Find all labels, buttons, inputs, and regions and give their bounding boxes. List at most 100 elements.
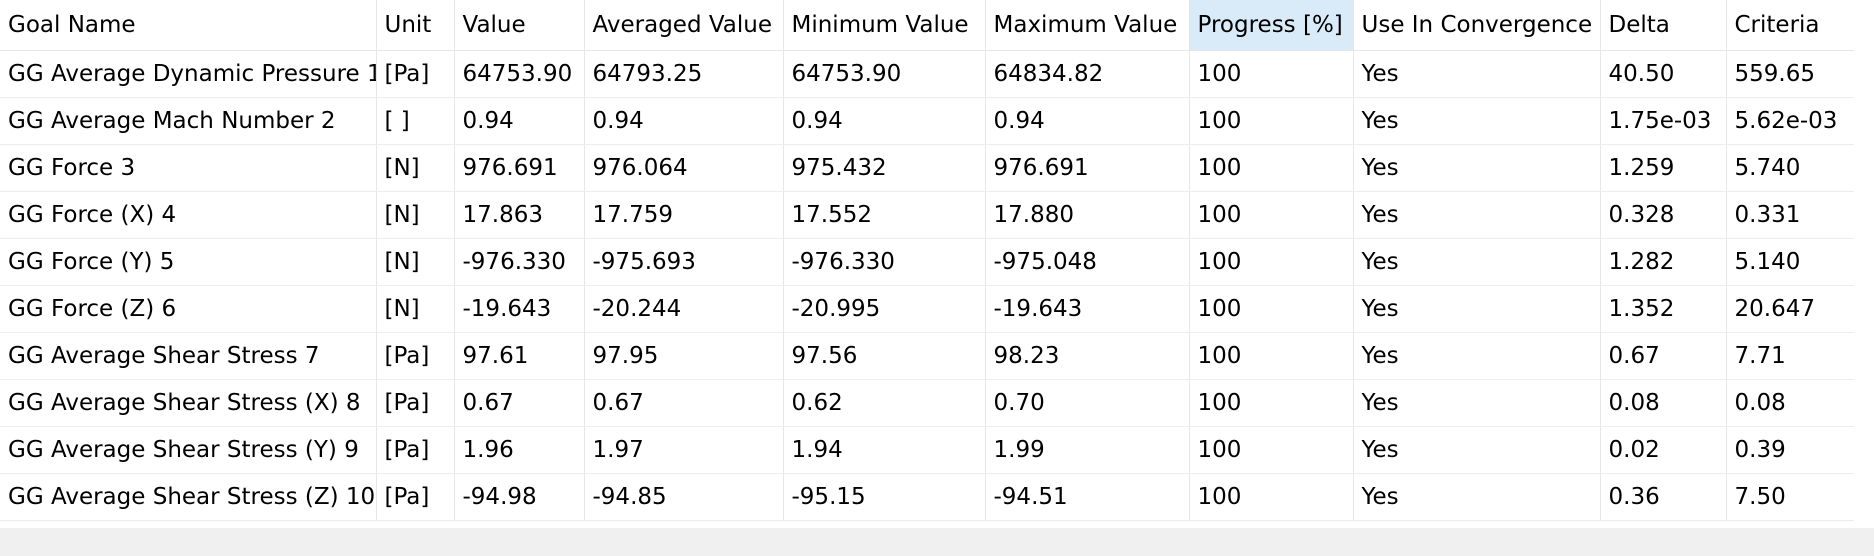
cell-value: -976.330 — [454, 238, 585, 286]
cell-minimum-value: 17.552 — [783, 191, 986, 239]
bottom-empty-area — [0, 528, 1874, 556]
table-row[interactable]: GG Average Shear Stress (Z) 10 [Pa] -94.98… — [0, 473, 1855, 521]
cell-value: -19.643 — [454, 285, 585, 333]
cell-unit: [Pa] — [376, 379, 455, 427]
cell-averaged-value: -20.244 — [584, 285, 784, 333]
cell-maximum-value: 64834.82 — [985, 50, 1190, 98]
cell-delta: 0.08 — [1600, 379, 1727, 427]
cell-use-in-convergence: Yes — [1353, 144, 1601, 192]
cell-delta: 40.50 — [1600, 50, 1727, 98]
cell-use-in-convergence: Yes — [1353, 473, 1601, 521]
cell-maximum-value: 17.880 — [985, 191, 1190, 239]
cell-unit: [ ] — [376, 97, 455, 145]
cell-value: 64753.90 — [454, 50, 585, 98]
cell-value: 17.863 — [454, 191, 585, 239]
cell-averaged-value: 1.97 — [584, 426, 784, 474]
cell-unit: [Pa] — [376, 426, 455, 474]
column-header-delta[interactable]: Delta — [1600, 0, 1727, 51]
cell-progress: 100 — [1189, 191, 1354, 239]
cell-use-in-convergence: Yes — [1353, 332, 1601, 380]
table-row[interactable]: GG Average Shear Stress (Y) 9 [Pa] 1.96 1.9… — [0, 426, 1855, 474]
table-row[interactable]: GG Force (Y) 5 [N] -976.330 -975.693 -976.33… — [0, 238, 1855, 286]
cell-criteria: 20.647 — [1726, 285, 1855, 333]
cell-progress: 100 — [1189, 332, 1354, 380]
goals-table-body: GG Average Dynamic Pressure 1 [Pa] 64753.9… — [0, 50, 1855, 521]
cell-goal-name: GG Force (Y) 5 — [0, 238, 377, 286]
table-row[interactable]: GG Force (Z) 6 [N] -19.643 -20.244 -20.995 -1… — [0, 285, 1855, 333]
cell-averaged-value: 0.67 — [584, 379, 784, 427]
column-header-goal-name[interactable]: Goal Name — [0, 0, 377, 51]
cell-unit: [Pa] — [376, 332, 455, 380]
column-header-value[interactable]: Value — [454, 0, 585, 51]
cell-value: 0.67 — [454, 379, 585, 427]
cell-use-in-convergence: Yes — [1353, 285, 1601, 333]
cell-value: 97.61 — [454, 332, 585, 380]
cell-use-in-convergence: Yes — [1353, 50, 1601, 98]
cell-progress: 100 — [1189, 426, 1354, 474]
cell-minimum-value: -95.15 — [783, 473, 986, 521]
cell-delta: 0.36 — [1600, 473, 1727, 521]
table-row[interactable]: GG Average Shear Stress 7 [Pa] 97.61 97.95 9… — [0, 332, 1855, 380]
cell-goal-name: GG Average Dynamic Pressure 1 — [0, 50, 377, 98]
column-header-unit[interactable]: Unit — [376, 0, 455, 51]
cell-progress: 100 — [1189, 144, 1354, 192]
cell-delta: 0.67 — [1600, 332, 1727, 380]
cell-use-in-convergence: Yes — [1353, 191, 1601, 239]
cell-value: -94.98 — [454, 473, 585, 521]
cell-criteria: 7.50 — [1726, 473, 1855, 521]
cell-minimum-value: 975.432 — [783, 144, 986, 192]
cell-progress: 100 — [1189, 50, 1354, 98]
cell-criteria: 0.08 — [1726, 379, 1855, 427]
cell-maximum-value: 1.99 — [985, 426, 1190, 474]
column-header-maximum-value[interactable]: Maximum Value — [985, 0, 1190, 51]
cell-averaged-value: -975.693 — [584, 238, 784, 286]
cell-goal-name: GG Average Shear Stress 7 — [0, 332, 377, 380]
cell-use-in-convergence: Yes — [1353, 426, 1601, 474]
cell-progress: 100 — [1189, 379, 1354, 427]
table-row[interactable]: GG Average Mach Number 2[ ] 0.94 0.94 0.94 0… — [0, 97, 1855, 145]
cell-maximum-value: 976.691 — [985, 144, 1190, 192]
cell-maximum-value: 0.70 — [985, 379, 1190, 427]
cell-unit: [N] — [376, 285, 455, 333]
cell-goal-name: GG Force 3 — [0, 144, 377, 192]
cell-goal-name: GG Average Shear Stress (Y) 9 — [0, 426, 377, 474]
cell-unit: [N] — [376, 144, 455, 192]
cell-progress: 100 — [1189, 473, 1354, 521]
cell-criteria: 5.740 — [1726, 144, 1855, 192]
cell-unit: [Pa] — [376, 473, 455, 521]
cell-delta: 1.259 — [1600, 144, 1727, 192]
cell-averaged-value: -94.85 — [584, 473, 784, 521]
cell-goal-name: GG Average Mach Number 2 — [0, 97, 377, 145]
cell-maximum-value: -975.048 — [985, 238, 1190, 286]
right-gutter — [1854, 0, 1874, 528]
column-header-averaged-value[interactable]: Averaged Value — [584, 0, 784, 51]
table-row[interactable]: GG Force (X) 4 [N] 17.863 17.759 17.552 17.88… — [0, 191, 1855, 239]
column-header-criteria[interactable]: Criteria — [1726, 0, 1855, 51]
cell-delta: 1.282 — [1600, 238, 1727, 286]
cell-delta: 1.352 — [1600, 285, 1727, 333]
table-row[interactable]: GG Average Dynamic Pressure 1 [Pa] 64753.9… — [0, 50, 1855, 98]
cell-minimum-value: 0.94 — [783, 97, 986, 145]
table-row[interactable]: GG Average Shear Stress (X) 8 [Pa] 0.67 0.6… — [0, 379, 1855, 427]
cell-averaged-value: 0.94 — [584, 97, 784, 145]
cell-goal-name: GG Force (X) 4 — [0, 191, 377, 239]
cell-averaged-value: 17.759 — [584, 191, 784, 239]
cell-criteria: 5.140 — [1726, 238, 1855, 286]
cell-progress: 100 — [1189, 97, 1354, 145]
column-header-progress[interactable]: Progress [%] — [1189, 0, 1354, 51]
cell-maximum-value: -94.51 — [985, 473, 1190, 521]
header-row: Goal Name Unit Value Averaged Value Mini… — [0, 0, 1855, 51]
cell-criteria: 0.331 — [1726, 191, 1855, 239]
table-row[interactable]: GG Force 3 [N] 976.691 976.064 975.432 976.69… — [0, 144, 1855, 192]
cell-criteria: 559.65 — [1726, 50, 1855, 98]
cell-delta: 0.328 — [1600, 191, 1727, 239]
cell-minimum-value: 64753.90 — [783, 50, 986, 98]
cell-delta: 0.02 — [1600, 426, 1727, 474]
goals-table: Goal Name Unit Value Averaged Value Mini… — [0, 0, 1855, 521]
cell-minimum-value: -976.330 — [783, 238, 986, 286]
cell-progress: 100 — [1189, 238, 1354, 286]
cell-value: 1.96 — [454, 426, 585, 474]
column-header-use-in-convergence[interactable]: Use In Convergence — [1353, 0, 1601, 51]
cell-averaged-value: 64793.25 — [584, 50, 784, 98]
column-header-minimum-value[interactable]: Minimum Value — [783, 0, 986, 51]
